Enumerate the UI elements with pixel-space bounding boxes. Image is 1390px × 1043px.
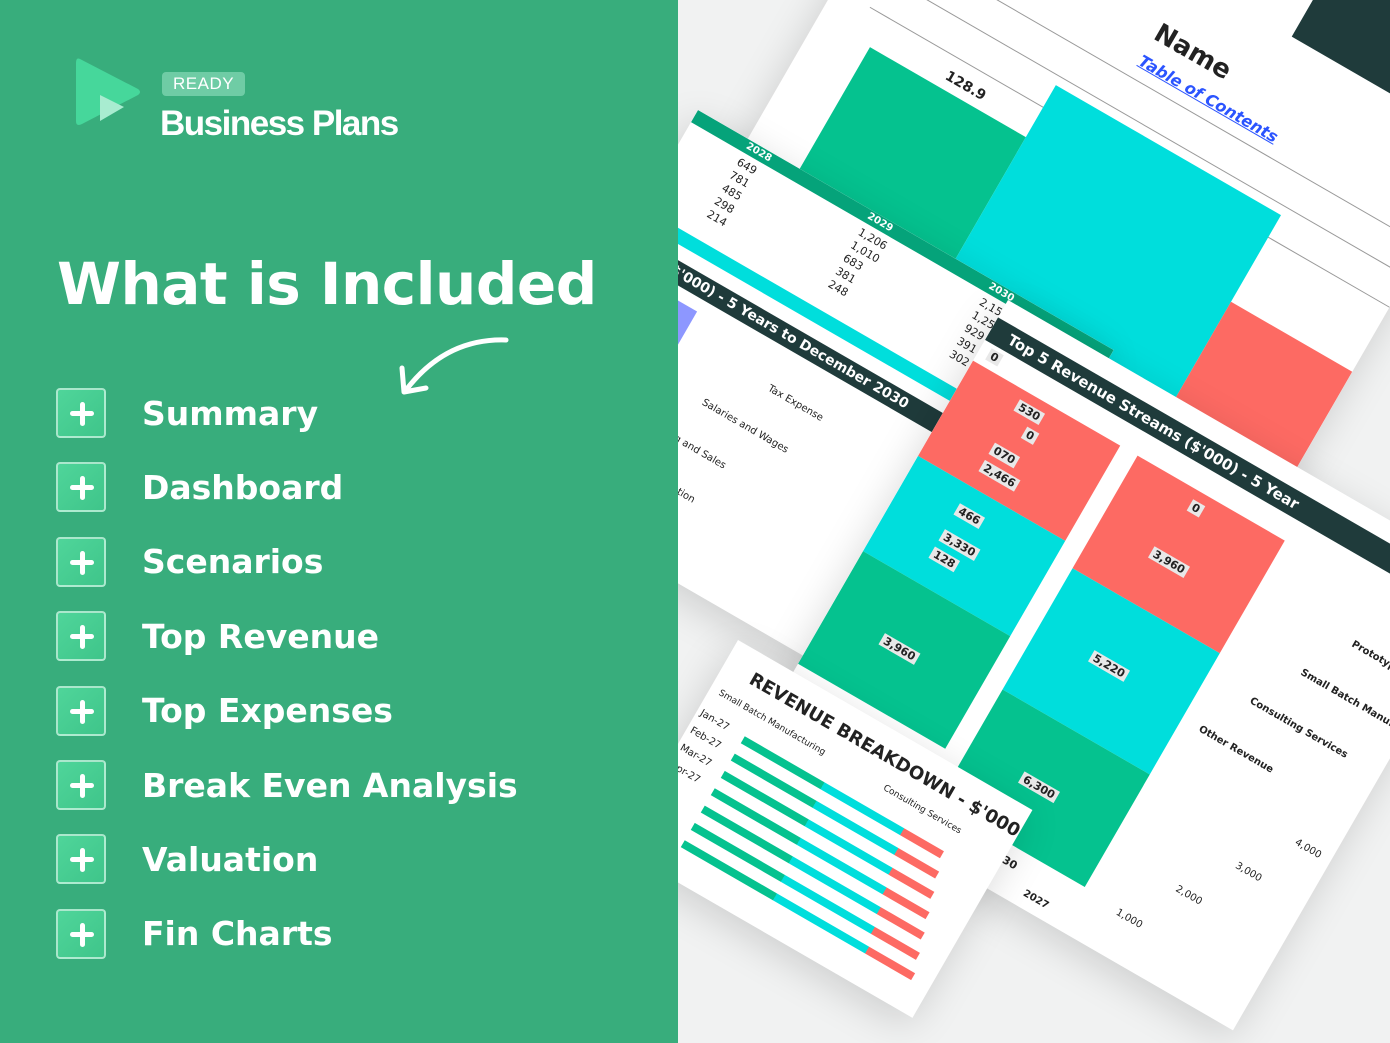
ready-badge: READY	[162, 72, 246, 96]
legend-item: Consulting Services	[1247, 695, 1350, 761]
plus-icon[interactable]	[56, 462, 106, 513]
legend-item: Other Revenue	[1196, 723, 1276, 776]
legend-item: Prototype Services	[1349, 638, 1390, 702]
included-item[interactable]: Top Revenue	[56, 611, 379, 662]
item-label: Top Revenue	[142, 616, 379, 656]
legend-item: Tax Expense	[765, 383, 826, 424]
legend-item: Salaries and Wages	[699, 397, 791, 456]
plus-icon[interactable]	[56, 536, 106, 587]
left-panel: READY Business Plans What is Included Su…	[0, 0, 678, 1043]
item-label: Break Even Analysis	[142, 765, 518, 805]
plus-icon[interactable]	[56, 834, 106, 885]
data-label: 0	[985, 348, 1004, 367]
y-tick: 2,000	[1173, 883, 1204, 908]
item-label: Fin Charts	[142, 914, 333, 954]
plus-icon[interactable]	[56, 685, 106, 736]
x-tick: 2027	[1020, 888, 1051, 912]
plus-icon[interactable]	[56, 388, 106, 438]
play-logo-icon	[76, 58, 140, 125]
item-label: Top Expenses	[142, 691, 393, 731]
month-label: Jan-27	[697, 707, 731, 734]
y-tick: 4,000	[1292, 837, 1324, 861]
plus-icon[interactable]	[56, 908, 106, 959]
item-label: Scenarios	[142, 542, 324, 582]
plus-icon[interactable]	[56, 611, 106, 662]
included-item[interactable]: Top Expenses	[56, 685, 393, 736]
included-item[interactable]: Valuation	[56, 834, 319, 885]
included-item[interactable]: Summary	[56, 388, 318, 438]
plus-icon[interactable]	[56, 760, 106, 810]
included-item[interactable]: Scenarios	[56, 536, 324, 587]
y-tick: 1,000	[1113, 907, 1145, 931]
item-label: Dashboard	[142, 467, 344, 507]
brand-name: Business Plans	[160, 104, 399, 143]
curved-arrow-icon	[399, 337, 509, 395]
item-label: Summary	[142, 393, 319, 433]
included-item[interactable]: Dashboard	[56, 462, 344, 513]
y-tick: 3,000	[1233, 860, 1264, 885]
headline: What is Included	[57, 250, 597, 318]
included-item[interactable]: Break Even Analysis	[56, 760, 518, 810]
legend-item: Marketing and Sales	[678, 411, 728, 472]
included-item[interactable]: Fin Charts	[56, 908, 333, 959]
item-label: Valuation	[142, 839, 319, 879]
spreadsheet-collage: Name Table of Contents 128.9 2028 2029 203…	[678, 0, 1390, 1043]
